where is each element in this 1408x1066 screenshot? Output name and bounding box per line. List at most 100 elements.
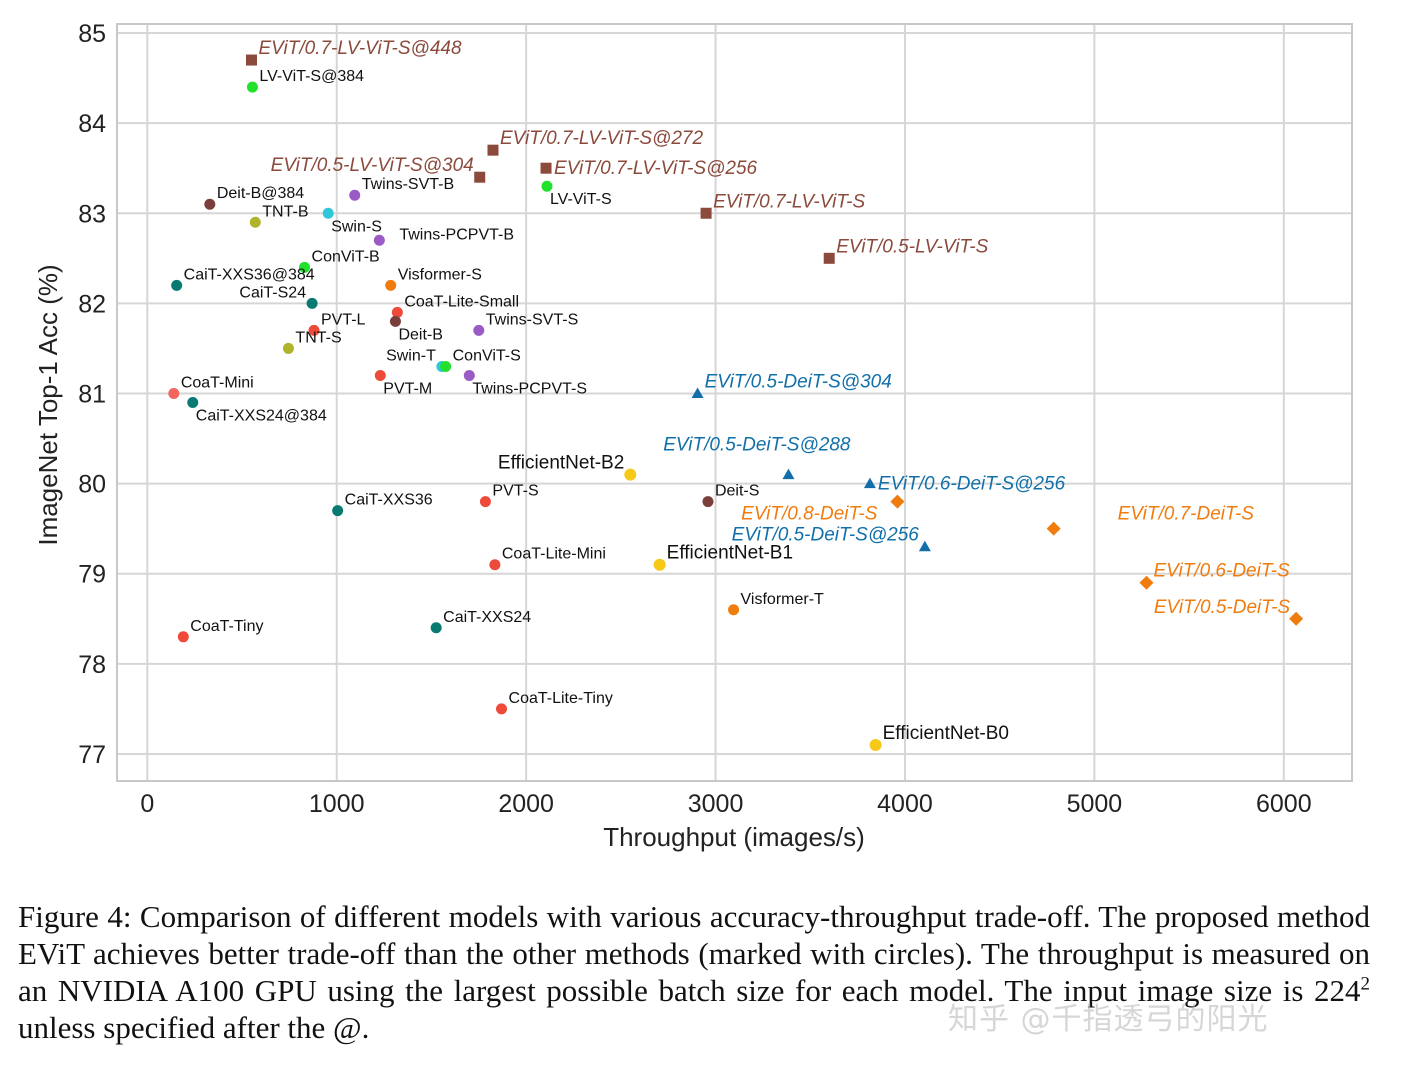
data-point — [332, 505, 344, 517]
y-tick-label: 82 — [78, 290, 106, 318]
point-label: EViT/0.5-DeiT-S — [1154, 597, 1291, 618]
y-tick-label: 83 — [78, 200, 106, 228]
x-tick-label: 3000 — [688, 790, 744, 818]
point-label: CaiT-XXS24@384 — [196, 408, 327, 425]
data-point — [653, 558, 666, 571]
data-point — [245, 54, 257, 66]
point-label: Deit-B — [398, 326, 442, 343]
x-axis-ticks: 0 1000 2000 3000 4000 5000 6000 — [140, 790, 1311, 818]
x-axis-label: Throughput (images/s) — [603, 822, 865, 852]
data-point — [474, 171, 486, 183]
data-point — [389, 315, 401, 327]
point-label: EViT/0.7-LV-ViT-S@272 — [500, 128, 703, 149]
point-label: EViT/0.5-DeiT-S@304 — [705, 371, 892, 392]
point-label: EViT/0.6-DeiT-S@256 — [878, 474, 1066, 495]
data-point — [473, 324, 485, 336]
data-point — [306, 297, 318, 309]
x-tick-label: 2000 — [498, 790, 554, 818]
point-label: CoaT-Tiny — [190, 618, 263, 635]
caption-superscript: 2 — [1360, 973, 1371, 995]
data-point — [391, 306, 403, 318]
x-tick-label: 1000 — [309, 790, 365, 818]
data-point — [863, 477, 876, 489]
point-label: Visformer-T — [741, 591, 824, 608]
point-label: PVT-M — [383, 380, 432, 397]
x-tick-label: 6000 — [1256, 790, 1312, 818]
point-label: CoaT-Lite-Tiny — [509, 690, 613, 707]
point-label: Visformer-S — [398, 266, 482, 283]
data-point — [487, 144, 499, 156]
point-label: PVT-L — [321, 311, 366, 328]
point-label: EfficientNet-B2 — [498, 453, 624, 474]
point-label: CaiT-XXS36 — [345, 492, 433, 509]
data-point — [308, 324, 320, 336]
data-point — [702, 496, 714, 508]
data-point — [1046, 521, 1061, 536]
figure-caption: Figure 4: Comparison of different models… — [18, 898, 1370, 1046]
data-point — [373, 234, 385, 246]
point-label: LV-ViT-S@384 — [259, 68, 364, 85]
point-label: CaiT-XXS24 — [443, 609, 531, 626]
data-point — [282, 342, 294, 354]
point-label: CaiT-XXS36@384 — [184, 266, 315, 283]
point-label: CaiT-S24 — [239, 284, 306, 301]
point-label: EViT/0.5-LV-ViT-S@304 — [271, 155, 474, 176]
data-point — [299, 261, 311, 273]
point-label: TNT-B — [262, 203, 308, 220]
data-point — [1139, 575, 1154, 590]
point-label: EViT/0.5-LV-ViT-S — [836, 236, 988, 257]
data-point — [890, 494, 905, 509]
y-tick-label: 84 — [78, 110, 106, 138]
point-label: CoaT-Lite-Mini — [502, 546, 606, 563]
point-label: PVT-S — [492, 483, 538, 500]
x-tick-label: 0 — [140, 790, 154, 818]
data-point — [204, 198, 216, 210]
x-tick-label: 4000 — [877, 790, 933, 818]
data-point — [782, 468, 795, 480]
watermark: 知乎 @千指透弓的阳光 — [948, 1002, 1269, 1037]
point-label: EViT/0.5-DeiT-S@288 — [663, 435, 851, 456]
data-point — [479, 496, 491, 508]
data-point — [691, 387, 704, 398]
caption-text: Figure 4: Comparison of different models… — [18, 899, 1370, 1008]
data-point — [869, 738, 882, 751]
data-point — [700, 207, 712, 219]
data-point — [918, 540, 931, 552]
point-label: Deit-B@384 — [217, 185, 304, 202]
data-point — [430, 622, 442, 634]
point-label: EViT/0.6-DeiT-S — [1153, 561, 1290, 582]
point-label: LV-ViT-S — [550, 191, 612, 208]
data-point — [440, 360, 452, 372]
data-point — [1289, 611, 1304, 626]
data-point — [541, 180, 553, 192]
data-point — [171, 279, 183, 291]
scatter-chart: 0 1000 2000 3000 4000 5000 6000 77 78 79 80 81 82 83… — [33, 20, 1353, 852]
y-axis-label: ImageNet Top-1 Acc (%) — [33, 264, 63, 545]
point-label: EfficientNet-B0 — [883, 723, 1009, 744]
data-point — [246, 81, 258, 93]
point-label: EViT/0.7-LV-ViT-S — [713, 191, 865, 212]
data-point — [187, 397, 199, 408]
point-label: EViT/0.7-LV-ViT-S@256 — [554, 158, 757, 179]
point-label: ConViT-B — [312, 248, 380, 265]
data-point — [463, 369, 475, 381]
data-points — [168, 54, 1304, 751]
data-point — [349, 189, 361, 201]
data-point — [322, 207, 334, 219]
data-point — [374, 369, 386, 381]
data-point — [496, 703, 508, 715]
point-label: Twins-PCPVT-B — [399, 226, 514, 243]
y-tick-label: 80 — [78, 471, 106, 499]
data-point — [728, 604, 740, 616]
point-label: CoaT-Mini — [181, 374, 254, 391]
point-label: Twins-SVT-B — [362, 176, 454, 193]
y-tick-label: 79 — [78, 561, 106, 589]
y-tick-label: 81 — [78, 380, 106, 408]
x-tick-label: 5000 — [1067, 790, 1123, 818]
point-label: EViT/0.7-LV-ViT-S@448 — [258, 38, 461, 59]
y-tick-label: 77 — [78, 741, 106, 769]
point-labels: EViT/0.7-LV-ViT-S@448 LV-ViT-S@384 EViT/0.… — [181, 38, 1291, 744]
point-label: Swin-T — [386, 347, 436, 364]
point-label: Twins-SVT-S — [486, 311, 578, 328]
point-label: Deit-S — [715, 483, 759, 500]
